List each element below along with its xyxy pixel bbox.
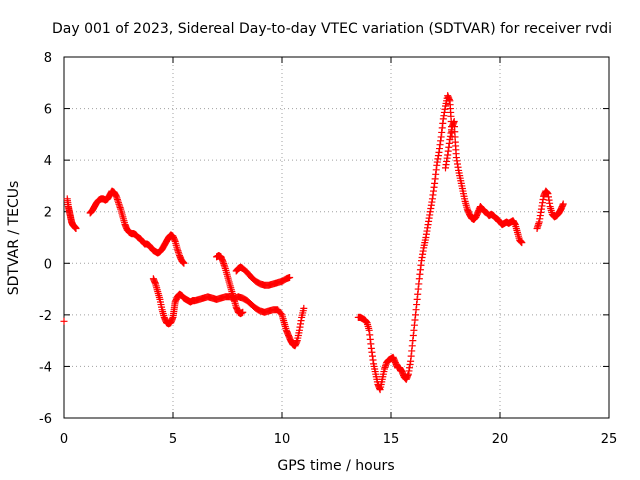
x-tick-label: 0 bbox=[60, 432, 68, 447]
data-point bbox=[300, 304, 308, 312]
data-point bbox=[72, 224, 80, 232]
data-point bbox=[277, 310, 285, 318]
data-points bbox=[60, 92, 567, 394]
y-tick-label: 4 bbox=[44, 154, 52, 169]
data-point bbox=[518, 239, 526, 247]
data-point bbox=[180, 259, 188, 267]
x-axis-label: GPS time / hours bbox=[277, 458, 394, 474]
data-point bbox=[559, 200, 567, 208]
x-tick-label: 15 bbox=[383, 432, 400, 447]
y-tick-label: 6 bbox=[44, 103, 52, 118]
x-tick-label: 10 bbox=[274, 432, 291, 447]
y-tick-label: 2 bbox=[44, 206, 52, 221]
y-tick-label: -4 bbox=[39, 360, 52, 375]
chart-title: Day 001 of 2023, Sidereal Day-to-day VTE… bbox=[52, 21, 612, 37]
data-point bbox=[239, 308, 247, 316]
data-point bbox=[286, 273, 294, 281]
axis-ticks: 0 5 10 15 20 25 -6 -4 -2 0 2 4 6 8 bbox=[39, 51, 617, 447]
grid bbox=[64, 57, 609, 418]
y-tick-label: -2 bbox=[39, 309, 52, 324]
y-tick-label: 8 bbox=[44, 51, 52, 66]
plot-frame bbox=[63, 56, 610, 419]
x-tick-label: 25 bbox=[601, 432, 618, 447]
data-point bbox=[60, 317, 68, 325]
x-tick-label: 5 bbox=[169, 432, 177, 447]
y-axis-label: SDTVAR / TECUs bbox=[6, 181, 22, 296]
y-tick-label: -6 bbox=[39, 412, 52, 427]
x-tick-label: 20 bbox=[492, 432, 509, 447]
y-tick-label: 0 bbox=[44, 257, 52, 272]
